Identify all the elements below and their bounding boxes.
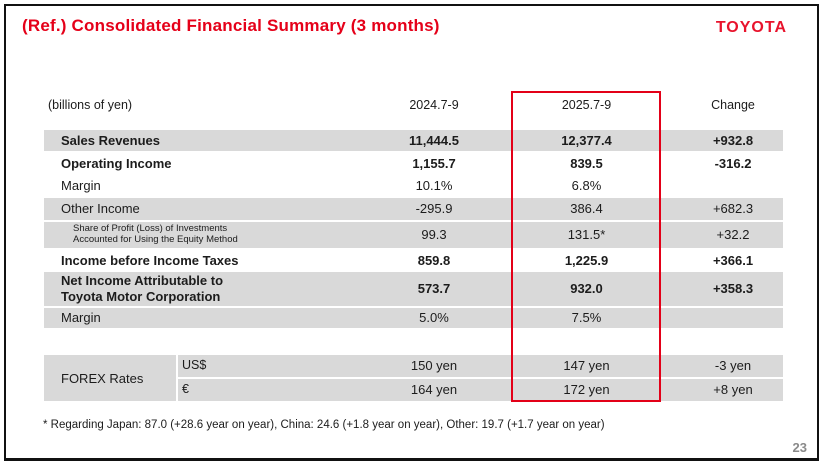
value-2024: 99.3 xyxy=(421,227,447,243)
value-2025: 12,377.4 xyxy=(561,132,612,148)
value-change: +682.3 xyxy=(712,201,754,217)
table-row-sales-revenues: Sales Revenues 11,444.5 12,377.4 +932.8 xyxy=(44,130,783,151)
table-row-equity-method-share: Share of Profit (Loss) of Investments Ac… xyxy=(44,222,783,248)
forex-row-usd: US$ 150 yen 147 yen -3 yen xyxy=(178,355,783,377)
row-label: Net Income Attributable to Toyota Motor … xyxy=(61,273,224,304)
forex-rates-label: FOREX Rates xyxy=(44,355,176,401)
value-2024: 11,444.5 xyxy=(409,132,459,148)
column-header-change: Change xyxy=(711,98,755,113)
row-label: Sales Revenues xyxy=(61,132,161,148)
forex-row-euro: € 164 yen 172 yen +8 yen xyxy=(178,379,783,401)
toyota-logo: TOYOTA xyxy=(715,19,787,36)
value-2025: 839.5 xyxy=(570,155,603,171)
value-change: +32.2 xyxy=(716,227,750,243)
value-change: -3 yen xyxy=(714,358,752,374)
value-2024: 573.7 xyxy=(417,281,451,297)
table-row-net-income: Net Income Attributable to Toyota Motor … xyxy=(44,272,783,306)
table-row-other-income: Other Income -295.9 386.4 +682.3 xyxy=(44,198,783,220)
forex-rates-block: FOREX Rates US$ 150 yen 147 yen -3 yen €… xyxy=(44,355,783,401)
row-label: Other Income xyxy=(61,201,140,217)
value-2025: 131.5* xyxy=(567,227,606,243)
value-2025: 386.4 xyxy=(570,201,603,217)
table-row-operating-income: Operating Income 1,155.7 839.5 -316.2 xyxy=(44,153,783,174)
financial-summary-table: (billions of yen) 2024.7-9 2025.7-9 Chan… xyxy=(44,0,783,469)
value-2025: 6.8% xyxy=(571,178,602,194)
footnote: * Regarding Japan: 87.0 (+28.6 year on y… xyxy=(43,419,605,431)
value-2025: 147 yen xyxy=(563,358,610,374)
row-label: Income before Income Taxes xyxy=(61,253,239,269)
value-2024: 164 yen xyxy=(410,382,458,398)
table-row-income-before-taxes: Income before Income Taxes 859.8 1,225.9… xyxy=(44,250,783,272)
row-label: Share of Profit (Loss) of Investments Ac… xyxy=(73,223,238,245)
value-change: +932.8 xyxy=(712,132,754,148)
table-row-operating-margin: Margin 10.1% 6.8% xyxy=(44,176,783,196)
value-2024: 859.8 xyxy=(417,253,451,269)
forex-rates-values: US$ 150 yen 147 yen -3 yen € 164 yen 172… xyxy=(178,355,783,401)
column-header-2024: 2024.7-9 xyxy=(409,98,459,113)
value-2025: 1,225.9 xyxy=(564,253,609,269)
value-2024: 1,155.7 xyxy=(412,155,456,171)
value-change: +358.3 xyxy=(712,281,754,297)
value-2024: 150 yen xyxy=(410,358,458,374)
value-2024: 10.1% xyxy=(415,178,453,194)
table-header-row: (billions of yen) 2024.7-9 2025.7-9 Chan… xyxy=(44,96,783,116)
value-change: -316.2 xyxy=(714,155,752,171)
row-label: Operating Income xyxy=(61,155,172,171)
unit-label: (billions of yen) xyxy=(48,98,133,113)
page-title: (Ref.) Consolidated Financial Summary (3… xyxy=(22,16,440,35)
value-change xyxy=(673,176,793,196)
value-change: +8 yen xyxy=(713,382,753,398)
value-2025: 172 yen xyxy=(563,382,610,398)
value-2025: 932.0 xyxy=(570,281,603,297)
row-label: Margin xyxy=(61,178,101,194)
row-label: Margin xyxy=(61,310,101,326)
value-2024: -295.9 xyxy=(415,201,453,217)
value-2024: 5.0% xyxy=(419,310,449,326)
value-change: +366.1 xyxy=(712,253,754,269)
currency-label-euro: € xyxy=(182,382,189,397)
value-2025: 7.5% xyxy=(571,310,602,326)
column-header-2025: 2025.7-9 xyxy=(561,98,612,113)
page-number: 23 xyxy=(792,440,807,455)
table-row-net-margin: Margin 5.0% 7.5% xyxy=(44,308,783,328)
value-change xyxy=(673,308,793,328)
currency-label-usd: US$ xyxy=(182,358,207,373)
